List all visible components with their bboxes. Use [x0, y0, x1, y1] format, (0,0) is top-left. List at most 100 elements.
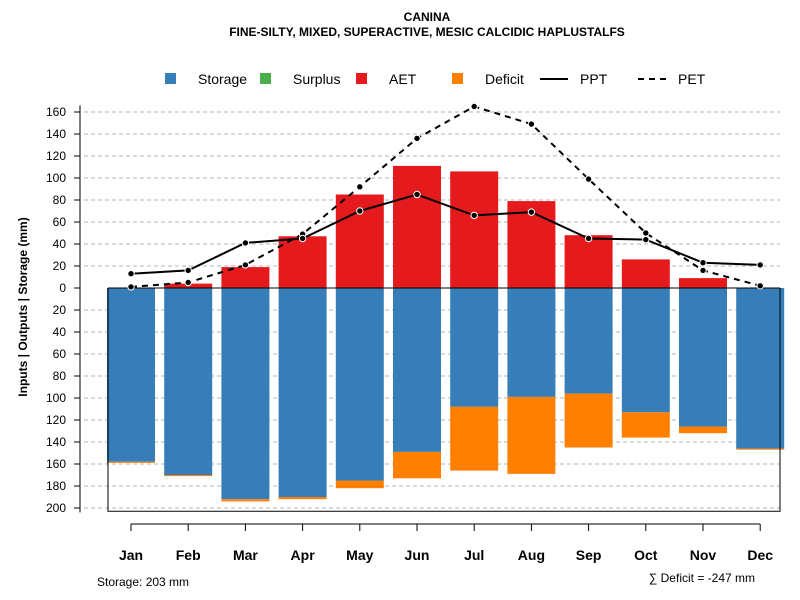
y-tick-label: 200: [46, 501, 66, 515]
aet-bar: [221, 267, 270, 288]
pet-point: [699, 266, 707, 275]
y-tick-label: 40: [53, 325, 67, 339]
series-lines: [127, 102, 764, 291]
aet-bar: [679, 278, 727, 288]
x-tick-label: Dec: [747, 547, 773, 563]
legend-label: Storage: [198, 71, 247, 87]
y-tick-label: 160: [46, 457, 66, 471]
pet-point: [184, 278, 192, 287]
y-tick-label: 40: [53, 237, 67, 251]
pet-point: [756, 282, 764, 290]
ppt-point: [241, 239, 250, 247]
pet-point: [127, 283, 135, 291]
y-axis: 1601401201008060402002040608010012014016…: [46, 105, 81, 515]
storage-bar: [221, 288, 270, 500]
aet-bar: [621, 259, 670, 288]
storage-bar: [564, 288, 613, 394]
pet-point: [584, 175, 593, 183]
deficit-bar: [507, 396, 556, 474]
y-tick-label: 20: [53, 259, 67, 273]
pet-point: [413, 134, 421, 143]
deficit-bar: [393, 451, 441, 479]
y-tick-label: 160: [46, 105, 66, 119]
deficit-bar: [221, 499, 270, 502]
legend-label: AET: [389, 71, 417, 87]
aet-bar: [278, 236, 327, 288]
storage-bar: [278, 288, 327, 497]
storage-bar: [621, 288, 670, 413]
legend-swatch: [260, 73, 271, 84]
pet-point: [527, 120, 536, 128]
x-tick-label: Feb: [176, 547, 201, 563]
y-tick-label: 140: [46, 127, 66, 141]
storage-bar: [450, 288, 499, 407]
y-tick-label: 100: [46, 171, 66, 185]
deficit-bar: [278, 497, 327, 500]
deficit-bar: [564, 393, 613, 448]
y-tick-label: 180: [46, 479, 66, 493]
deficit-bar: [450, 406, 499, 471]
x-tick-label: Aug: [518, 547, 545, 563]
x-tick-label: Oct: [634, 547, 658, 563]
x-tick-label: Jan: [119, 547, 143, 563]
y-tick-label: 80: [53, 369, 67, 383]
storage-bar: [393, 288, 441, 452]
deficit-bar: [107, 461, 155, 463]
deficit-bar: [164, 475, 213, 477]
x-tick-label: Apr: [291, 547, 316, 563]
y-tick-label: 120: [46, 149, 66, 163]
legend-swatch: [165, 73, 176, 84]
deficit-bar: [736, 448, 785, 450]
x-tick-label: Mar: [233, 547, 258, 563]
deficit-bar: [679, 426, 727, 434]
y-tick-label: 120: [46, 413, 66, 427]
ppt-point: [413, 190, 421, 199]
deficit-bar: [335, 480, 384, 489]
y-axis-label: Inputs | Outputs | Storage (mm): [16, 217, 30, 396]
ppt-point: [527, 208, 536, 216]
storage-bar: [679, 288, 727, 427]
ppt-point: [356, 207, 364, 215]
aet-bar: [564, 235, 613, 288]
y-tick-label: 60: [53, 215, 67, 229]
storage-bar: [507, 288, 556, 397]
x-tick-label: May: [346, 547, 373, 563]
legend: Storage Surplus AET Deficit PPT PET: [165, 71, 706, 87]
legend-label: Surplus: [293, 71, 340, 87]
legend-label: PPT: [580, 71, 608, 87]
y-tick-label: 140: [46, 435, 66, 449]
x-axis: Jan Feb Mar Apr May Jun Jul Aug Sep Oct Nov Dec: [119, 523, 773, 563]
ppt-point: [756, 261, 764, 269]
ppt-point: [127, 270, 135, 278]
legend-swatch: [452, 73, 463, 84]
storage-bar: [107, 288, 155, 462]
pet-point: [241, 261, 250, 269]
storage-bar: [736, 288, 785, 449]
legend-swatch: [356, 73, 367, 84]
deficit-bar: [621, 412, 670, 438]
pet-point: [356, 183, 364, 191]
ppt-point: [184, 266, 192, 275]
x-tick-label: Jul: [464, 547, 484, 563]
y-tick-label: 80: [53, 193, 67, 207]
chart-title: CANINA: [404, 10, 451, 24]
ppt-point: [584, 234, 593, 243]
deficit-annotation: ∑ Deficit = -247 mm: [649, 571, 755, 585]
aet-bar: [393, 165, 441, 288]
pet-point: [642, 229, 650, 237]
x-tick-label: Sep: [576, 547, 602, 563]
x-tick-label: Nov: [690, 547, 717, 563]
pet-point: [470, 102, 478, 111]
ppt-line: [130, 193, 761, 275]
bars: [107, 165, 785, 502]
chart-subtitle: FINE-SILTY, MIXED, SUPERACTIVE, MESIC CA…: [229, 25, 625, 39]
y-tick-label: 0: [59, 281, 66, 295]
ppt-point: [699, 259, 707, 267]
y-tick-label: 20: [53, 303, 67, 317]
storage-annotation: Storage: 203 mm: [97, 575, 189, 589]
y-tick-label: 100: [46, 391, 66, 405]
x-tick-label: Jun: [405, 547, 430, 563]
ppt-point: [298, 234, 307, 243]
ppt-point: [470, 211, 478, 220]
